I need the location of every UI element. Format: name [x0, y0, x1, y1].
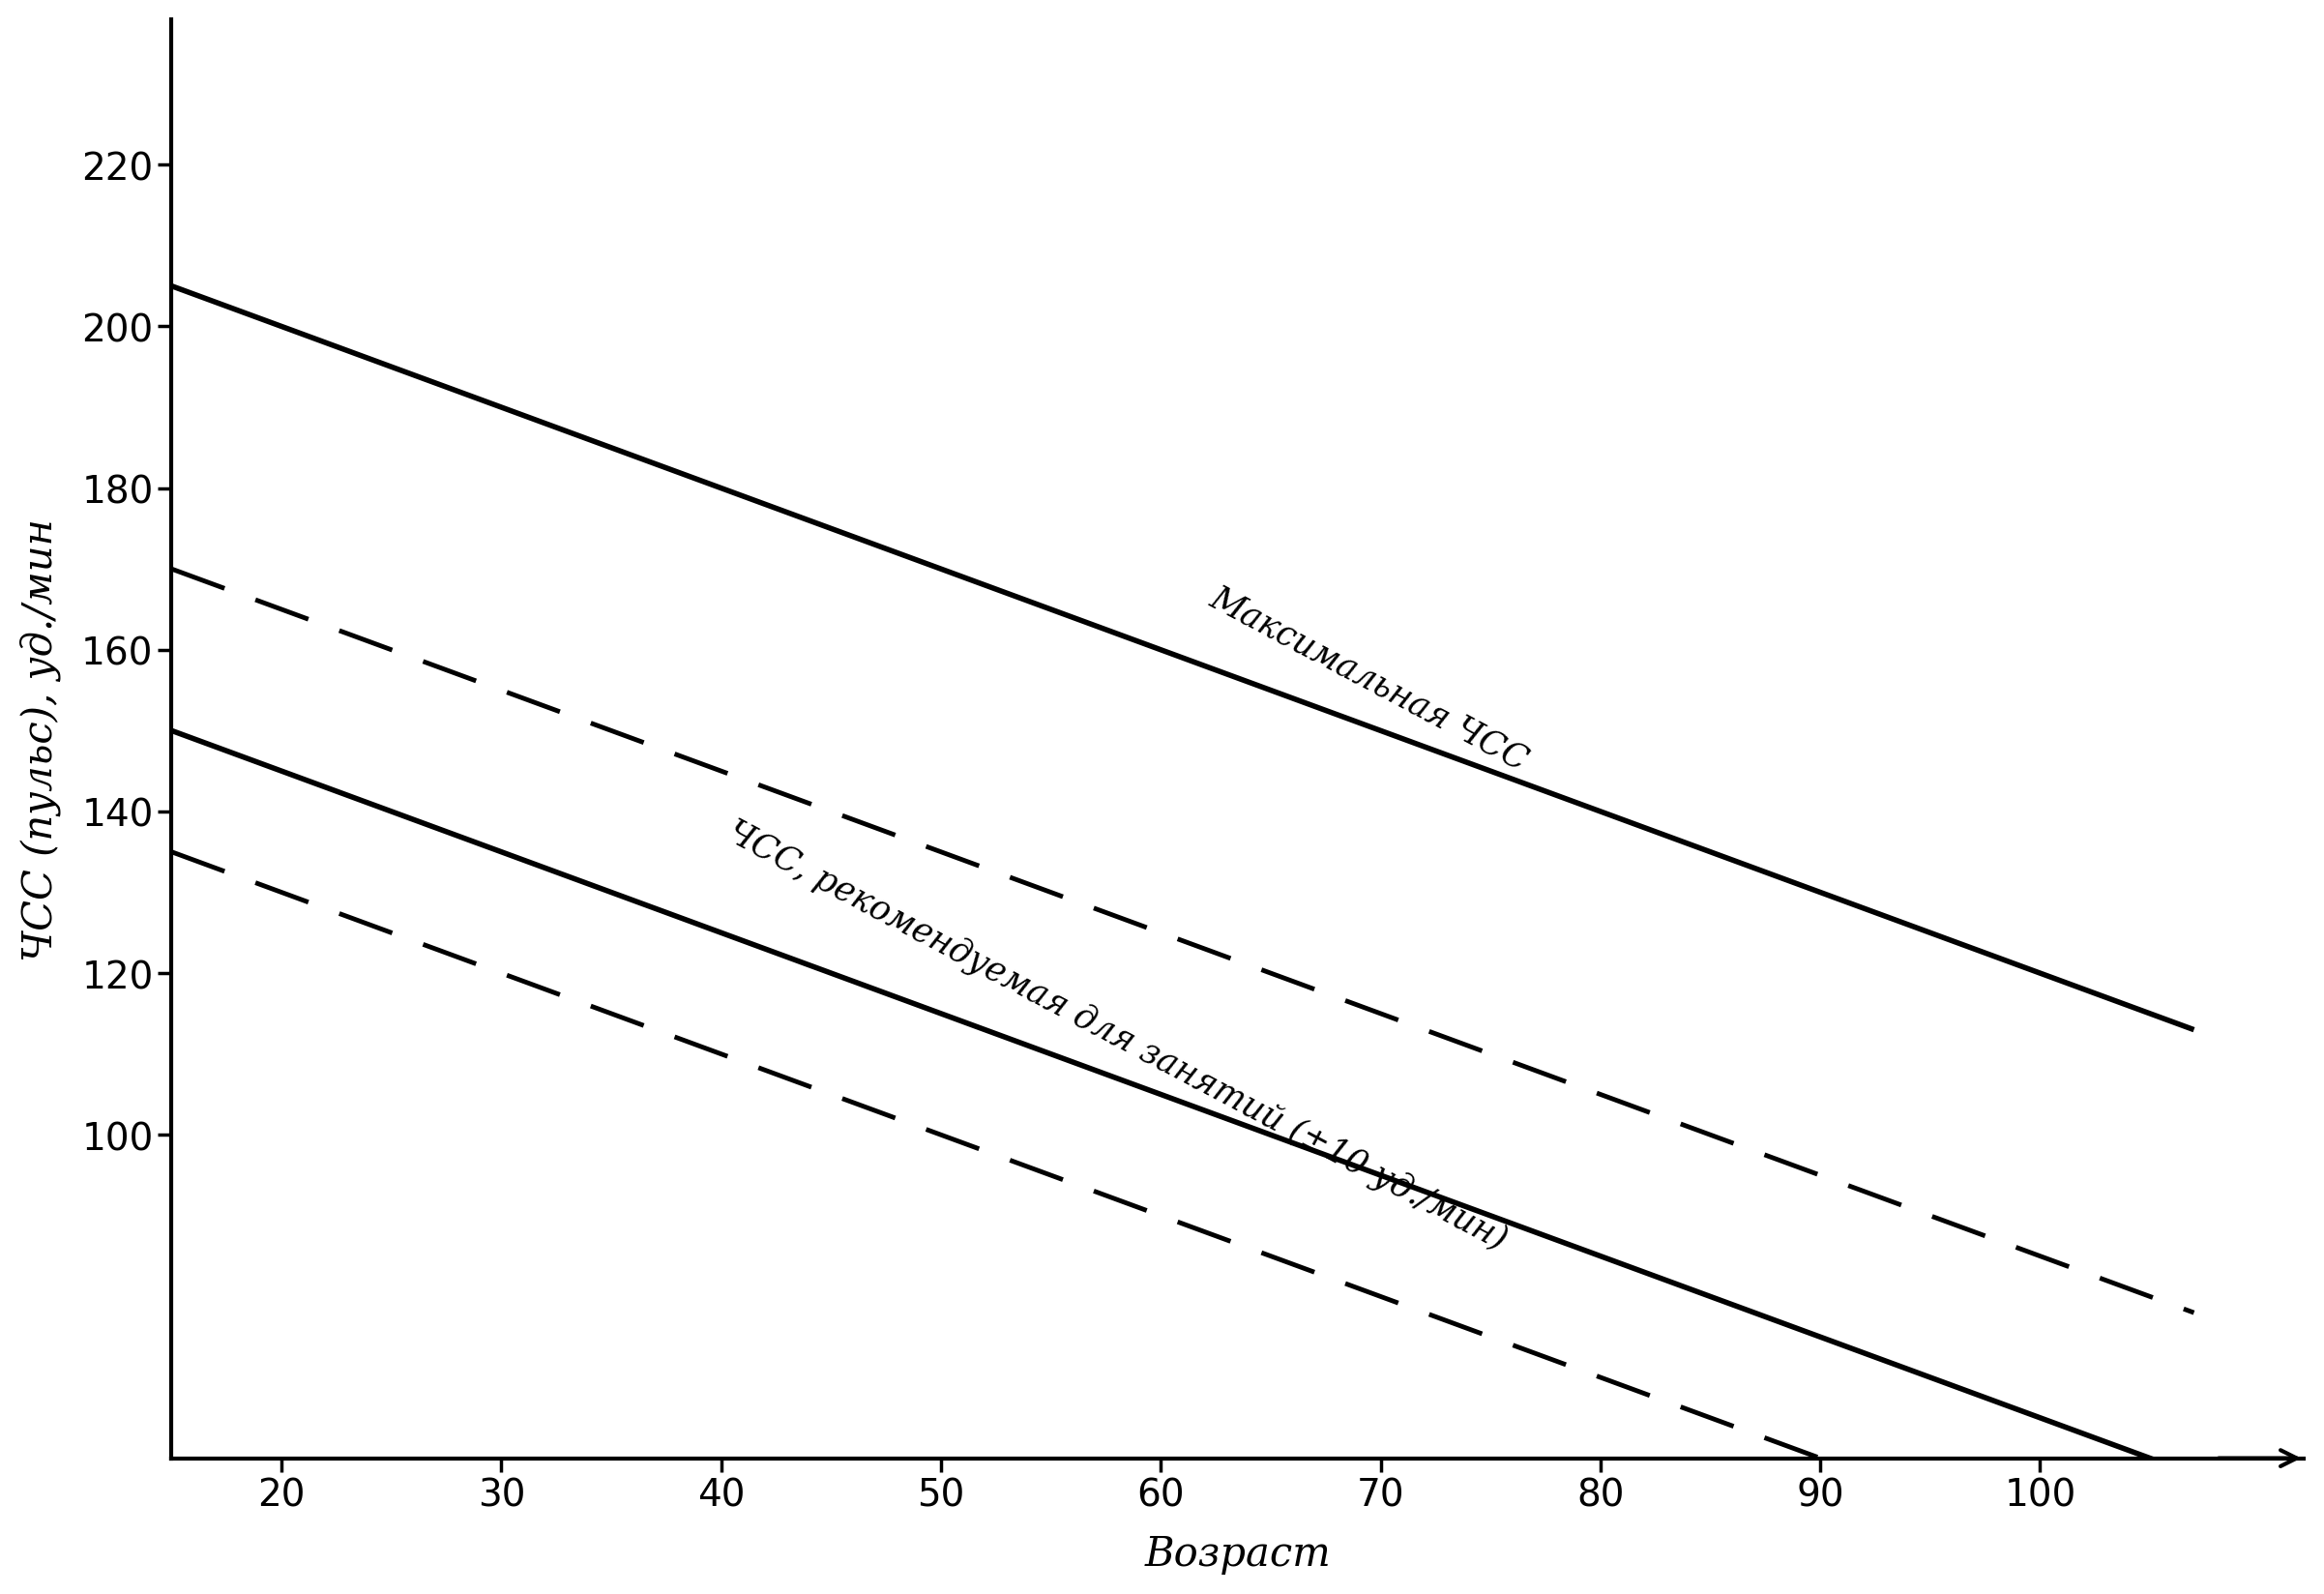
Text: Максимальная ЧСС: Максимальная ЧСС: [1204, 580, 1534, 776]
Y-axis label: ЧСС (пульс), уд./мин: ЧСС (пульс), уд./мин: [21, 518, 60, 961]
X-axis label: Возраст: Возраст: [1143, 1533, 1332, 1573]
Text: ЧСС, рекомендуемая для занятий (±10 уд./мин): ЧСС, рекомендуемая для занятий (±10 уд./…: [720, 815, 1513, 1256]
